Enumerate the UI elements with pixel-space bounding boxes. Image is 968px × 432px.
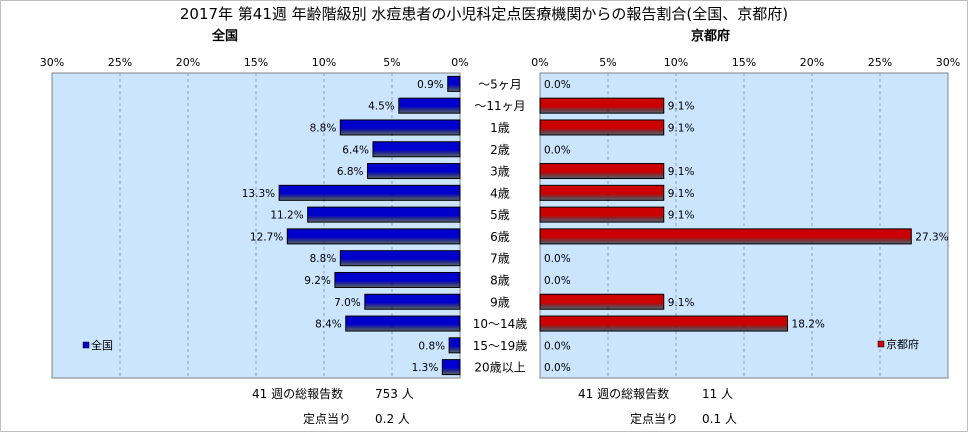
right-tick-label: 15% [732,56,756,69]
left-subtitle: 全国 [212,29,239,44]
right-data-label: 0.0% [544,362,571,374]
right-tick-label: 30% [936,56,960,69]
category-label: 2歳 [490,143,510,157]
category-label: ～11ヶ月 [474,99,525,113]
left-tick-label: 5% [383,56,400,69]
left-bar [367,163,461,180]
right-bar [539,97,665,114]
right-legend-swatch [877,340,885,348]
left-legend-swatch [82,341,90,349]
right-tick-label: 25% [868,56,892,69]
right-total-value: 11 人 [702,387,734,401]
category-label: 20歳以上 [474,361,525,375]
category-label: 7歳 [490,252,510,266]
right-bar [539,119,665,136]
right-per-label: 定点当り [630,412,679,426]
left-bar [398,97,461,114]
left-bar [339,250,461,267]
right-subtitle: 京都府 [691,29,731,44]
right-data-label: 0.0% [544,253,571,265]
category-label: 6歳 [490,230,510,244]
right-per-value: 0.1 人 [702,412,737,426]
right-tick-label: 10% [664,56,688,69]
category-label: 15～19歳 [473,339,528,353]
left-data-label: 7.0% [334,297,361,309]
left-total-label: 41 週の総報告数 [252,387,344,401]
left-data-label: 13.3% [242,188,275,200]
left-data-label: 8.8% [310,253,337,265]
left-data-label: 0.8% [418,340,445,352]
right-tick-label: 5% [599,56,616,69]
category-label: 9歳 [490,295,510,309]
left-data-label: 6.4% [342,144,369,156]
left-data-label: 0.9% [417,79,444,91]
right-data-label: 9.1% [668,166,695,178]
right-data-label: 27.3% [915,231,948,243]
left-bar [339,119,461,136]
left-legend-label: 全国 [91,338,113,352]
left-tick-label: 10% [312,56,336,69]
right-data-label: 9.1% [668,101,695,113]
right-data-label: 9.1% [668,210,695,222]
right-bar [539,163,665,180]
left-tick-label: 0% [451,56,468,69]
left-bar [447,75,461,92]
left-tick-label: 30% [40,56,64,69]
left-bar [441,359,461,376]
left-bar [278,184,461,201]
left-bar [307,206,461,223]
left-bar [372,141,461,158]
category-label: 4歳 [490,186,510,200]
right-bar [539,315,789,332]
left-data-label: 6.8% [337,166,364,178]
category-label: 3歳 [490,165,510,179]
right-bar [539,184,665,201]
left-data-label: 12.7% [250,231,283,243]
left-data-label: 11.2% [270,210,303,222]
right-data-label: 0.0% [544,79,571,91]
left-tick-label: 25% [108,56,132,69]
right-data-label: 0.0% [544,275,571,287]
right-data-label: 9.1% [668,122,695,134]
chart-title: 2017年 第41週 年齢階級別 水痘患者の小児科定点医療機関からの報告割合(全… [179,5,789,23]
right-bar [539,293,665,310]
left-bar [286,228,461,245]
category-label: 8歳 [490,273,510,287]
right-tick-label: 0% [531,56,548,69]
left-bar [345,315,461,332]
right-total-label: 41 週の総報告数 [578,387,670,401]
left-bar [334,271,461,288]
category-label: 10～14歳 [473,317,528,331]
left-data-label: 9.2% [304,275,331,287]
right-data-label: 9.1% [668,188,695,200]
left-tick-label: 15% [244,56,268,69]
left-per-label: 定点当り [303,412,352,426]
left-bar [448,337,461,354]
right-tick-label: 20% [800,56,824,69]
category-label: ～5ヶ月 [478,77,522,91]
right-data-label: 0.0% [544,340,571,352]
left-data-label: 4.5% [368,101,395,113]
left-data-label: 8.8% [310,122,337,134]
right-legend-label: 京都府 [886,337,919,351]
right-data-label: 0.0% [544,144,571,156]
left-per-value: 0.2 人 [375,412,410,426]
category-label: 5歳 [490,208,510,222]
right-bar [539,228,912,245]
left-data-label: 1.3% [412,362,439,374]
right-data-label: 18.2% [792,319,825,331]
category-label: 1歳 [490,121,510,135]
left-total-value: 753 人 [375,387,414,401]
left-bar [364,293,461,310]
right-bar [539,206,665,223]
left-tick-label: 20% [176,56,200,69]
left-data-label: 8.4% [315,319,342,331]
right-data-label: 9.1% [668,297,695,309]
